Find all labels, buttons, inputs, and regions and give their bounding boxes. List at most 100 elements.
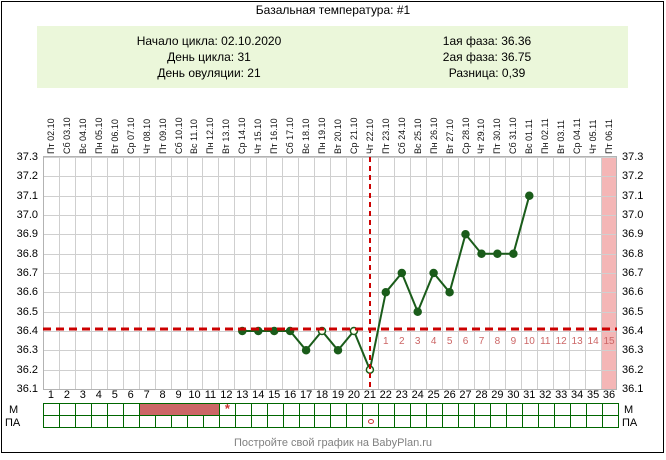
temperature-point [525, 191, 534, 200]
y-tick-label-left: 36.9 [16, 228, 38, 241]
m-cell [426, 404, 442, 415]
day-number-label: 35 [586, 389, 600, 401]
phase2-line: 2ая фаза: 36.75 [442, 50, 532, 64]
m-cell [330, 404, 346, 415]
day-number-label: 33 [555, 389, 568, 401]
date-label: Пн 26.10 [428, 117, 439, 154]
pa-cell [330, 416, 346, 427]
temperature-point [269, 326, 279, 336]
m-cell [490, 404, 506, 415]
m-cell [234, 404, 251, 415]
y-tick-label-left: 36.6 [16, 286, 38, 299]
phase1-line: 1ая фаза: 36.36 [442, 34, 532, 48]
day-number-label: 24 [411, 389, 424, 401]
pa-cell [282, 416, 299, 427]
dpo-label: 2 [399, 336, 405, 347]
date-label: Сб 31.10 [508, 117, 519, 154]
dpo-label: 14 [588, 336, 600, 347]
m-cell [554, 404, 570, 415]
pa-cell [170, 416, 187, 427]
date-label: Пн 19.10 [317, 117, 328, 154]
date-label: Ср 14.10 [237, 117, 248, 154]
date-label: Пн 05.10 [93, 117, 104, 154]
dpo-label: 15 [603, 336, 615, 347]
date-label: Вс 01.11 [524, 119, 535, 154]
day-number-label: 14 [252, 389, 265, 401]
cycle-info-box: Начало цикла: 02.10.2020 День цикла: 31 … [37, 26, 628, 88]
date-label: Сб 17.10 [285, 117, 296, 154]
pa-cell [74, 416, 91, 427]
temperature-point [493, 249, 502, 258]
y-tick-label-left: 36.7 [16, 267, 38, 279]
temperature-point [381, 288, 391, 297]
temperature-point [413, 307, 422, 316]
date-label: Ср 28.10 [460, 117, 471, 154]
date-label: Пт 06.11 [604, 119, 615, 154]
y-tick-label-left: 36.5 [16, 305, 38, 318]
m-cell [538, 404, 554, 415]
dpo-label: 13 [572, 336, 584, 347]
y-tick-label-right: 36.2 [622, 363, 644, 376]
date-label: Сб 03.10 [61, 117, 72, 154]
pa-cell [90, 416, 107, 427]
y-tick-label-right: 37.1 [622, 189, 644, 202]
temperature-point [429, 268, 438, 278]
day-number-label: 32 [539, 389, 552, 401]
day-number-label: 17 [299, 389, 313, 401]
day-number-label: 21 [363, 389, 376, 401]
pa-cell [458, 416, 474, 427]
y-tick-label-right: 36.1 [622, 383, 644, 395]
date-label: Вт 13.10 [221, 119, 232, 154]
day-number-label: 10 [188, 389, 201, 401]
temperature-point [477, 249, 486, 258]
pa-cell [442, 416, 458, 427]
m-row-label-right: М [624, 404, 634, 416]
date-label: Ср 07.10 [125, 117, 136, 154]
temperature-point [301, 346, 311, 355]
pa-cell [426, 416, 442, 427]
date-label: Вт 06.10 [109, 119, 120, 154]
m-cell [106, 404, 123, 415]
dpo-label: 4 [431, 336, 437, 347]
day-number-label: 19 [331, 389, 345, 401]
day-number-label: 1 [47, 389, 55, 401]
asterisk-marker-icon: * [224, 401, 230, 416]
page-title: Базальная температура: #1 [255, 3, 411, 17]
m-cell [442, 404, 458, 415]
m-cell [298, 404, 315, 415]
pa-cell [506, 416, 522, 427]
y-tick-label-left: 36.8 [16, 247, 38, 260]
pa-cell [474, 416, 490, 427]
pa-cell [44, 416, 59, 427]
footer-link[interactable]: Постройте свой график на BabyPlan.ru [233, 437, 433, 449]
day-number-label: 8 [159, 389, 166, 401]
date-label: Чт 05.11 [588, 119, 599, 154]
pa-cell [186, 416, 203, 427]
day-number-label: 22 [379, 389, 392, 401]
y-tick-label-right: 36.4 [622, 325, 644, 337]
pa-cell [585, 416, 602, 427]
m-cell [474, 404, 490, 415]
date-label: Чт 29.10 [476, 118, 487, 154]
day-number-label: 26 [443, 389, 456, 401]
day-number-label: 23 [395, 389, 408, 401]
dpo-label: 9 [511, 336, 517, 347]
day-number-label: 15 [268, 389, 281, 401]
m-cell [90, 404, 107, 415]
pa-cell [410, 416, 426, 427]
day-number-label: 11 [204, 389, 217, 401]
dpo-label: 10 [524, 336, 536, 347]
cycle-info-left: Начало цикла: 02.10.2020 День цикла: 31 … [84, 33, 334, 81]
y-tick-label-right: 36.6 [622, 286, 644, 299]
m-cell [585, 404, 602, 415]
temperature-point [397, 268, 407, 278]
y-tick-label-right: 36.9 [622, 228, 644, 241]
m-cell [314, 404, 330, 415]
day-number-label: 34 [571, 389, 584, 401]
y-tick-label-right: 37.3 [622, 151, 644, 163]
y-tick-label-left: 36.3 [16, 344, 38, 357]
pa-row-label-right: ПА [622, 417, 638, 429]
date-label: Чт 15.10 [253, 118, 264, 154]
date-label: Пт 23.10 [380, 118, 391, 154]
dpo-label: 6 [463, 336, 469, 347]
